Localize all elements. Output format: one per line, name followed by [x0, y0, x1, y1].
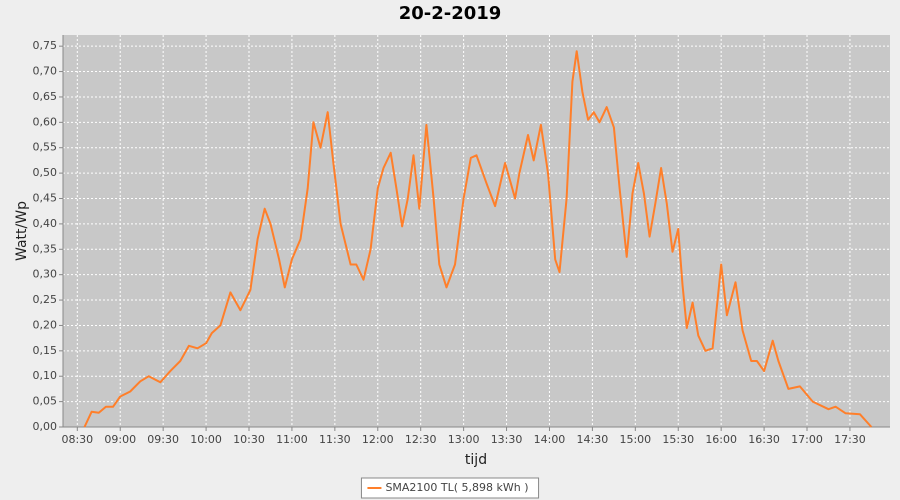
- y-tick-label: 0,25: [33, 293, 58, 306]
- chart-title: 20-2-2019: [399, 3, 502, 24]
- x-tick-label: 12:30: [405, 433, 437, 446]
- y-tick-label: 0,60: [33, 115, 58, 128]
- x-tick-label: 15:30: [662, 433, 694, 446]
- y-tick-label: 0,30: [33, 268, 58, 281]
- y-tick-label: 0,45: [33, 192, 58, 205]
- x-tick-label: 16:30: [748, 433, 780, 446]
- y-tick-label: 0,70: [33, 65, 58, 78]
- y-tick-label: 0,15: [33, 344, 58, 357]
- y-tick-label: 0,20: [33, 318, 58, 331]
- legend-box: [360, 477, 540, 499]
- x-tick-label: 14:30: [577, 433, 609, 446]
- legend: SMA2100 TL( 5,898 kWh ): [360, 477, 540, 499]
- x-tick-label: 17:00: [791, 433, 823, 446]
- legend-label: SMA2100 TL( 5,898 kWh ): [385, 481, 528, 494]
- x-tick-label: 09:00: [104, 433, 136, 446]
- y-tick-label: 0,50: [33, 166, 58, 179]
- x-tick-label: 14:00: [534, 433, 566, 446]
- y-tick-label: 0,10: [33, 369, 58, 382]
- x-axis-label: tijd: [465, 452, 487, 468]
- data-line: [83, 50, 873, 428]
- y-tick-label: 0,75: [33, 39, 58, 52]
- x-tick-label: 10:30: [233, 433, 265, 446]
- y-tick-label: 0,05: [33, 395, 58, 408]
- x-tick-label: 11:00: [276, 433, 308, 446]
- y-tick-label: 0,35: [33, 242, 58, 255]
- y-tick-label: 0,55: [33, 141, 58, 154]
- x-tick-label: 16:00: [705, 433, 737, 446]
- x-tick-label: 10:00: [190, 433, 222, 446]
- y-tick-label: 0,65: [33, 90, 58, 103]
- x-tick-label: 13:00: [448, 433, 480, 446]
- x-tick-label: 13:30: [491, 433, 523, 446]
- y-axis-label: Watt/Wp: [14, 201, 30, 261]
- y-tick-label: 0,40: [33, 217, 58, 230]
- x-tick-label: 12:00: [362, 433, 394, 446]
- x-tick-label: 09:30: [147, 433, 179, 446]
- y-tick-label: 0,00: [33, 420, 58, 433]
- x-tick-label: 08:30: [61, 433, 93, 446]
- x-tick-label: 11:30: [319, 433, 351, 446]
- x-tick-label: 17:30: [834, 433, 866, 446]
- x-tick-label: 15:00: [619, 433, 651, 446]
